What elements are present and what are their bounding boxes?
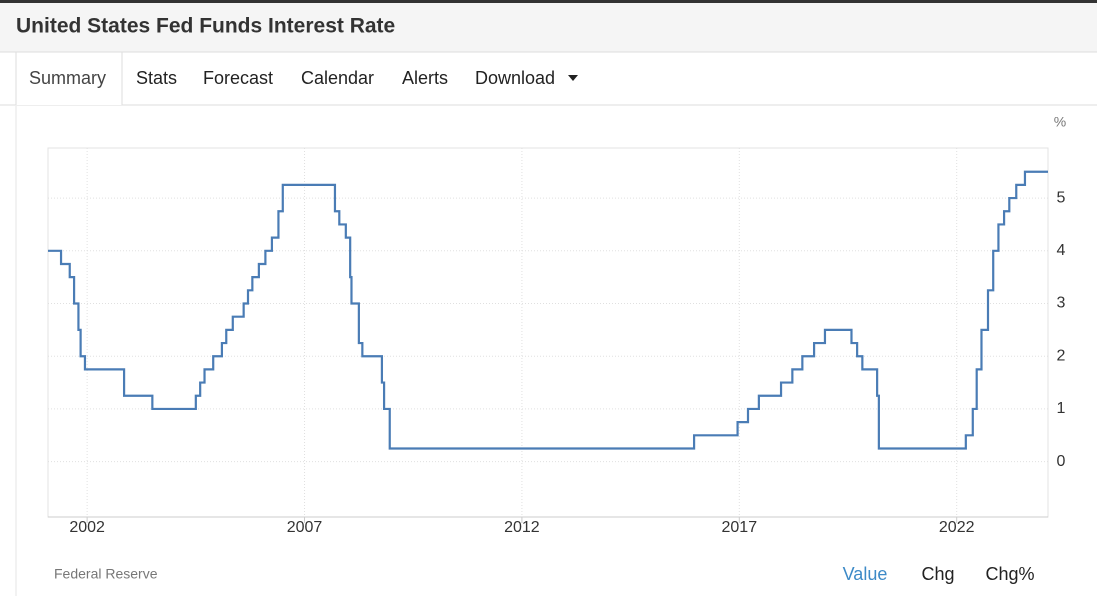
top-border	[0, 0, 1097, 3]
page-title: United States Fed Funds Interest Rate	[16, 15, 395, 38]
y-tick-label: 2	[1057, 347, 1066, 364]
view-toggle[interactable]: Chg%	[985, 564, 1034, 584]
nav-tab[interactable]: Calendar	[301, 68, 374, 88]
view-toggle[interactable]: Value	[843, 564, 888, 584]
nav-tab[interactable]: Alerts	[402, 68, 448, 88]
header-bar	[0, 3, 1097, 52]
unit-label: %	[1054, 114, 1066, 130]
y-tick-label: 1	[1057, 400, 1066, 417]
y-tick-label: 5	[1057, 189, 1066, 206]
active-tab	[15, 51, 123, 105]
x-tick-label: 2007	[287, 519, 323, 536]
x-tick-label: 2022	[939, 519, 975, 536]
y-tick-label: 3	[1057, 295, 1066, 312]
dropdown-caret	[568, 75, 578, 81]
nav-tab[interactable]: Download	[475, 68, 555, 88]
x-tick-label: 2017	[722, 519, 758, 536]
view-toggle[interactable]: Chg	[921, 564, 954, 584]
nav-tab[interactable]: Forecast	[203, 68, 273, 88]
x-tick-label: 2002	[69, 519, 105, 536]
y-tick-label: 4	[1057, 242, 1066, 259]
content	[16, 106, 1097, 596]
nav-tab[interactable]: Stats	[136, 68, 177, 88]
nav-tab[interactable]: Summary	[29, 68, 106, 88]
y-tick-label: 0	[1057, 453, 1066, 470]
x-tick-label: 2012	[504, 519, 540, 536]
source-label: Federal Reserve	[54, 566, 158, 582]
rate-line	[48, 170, 1048, 450]
